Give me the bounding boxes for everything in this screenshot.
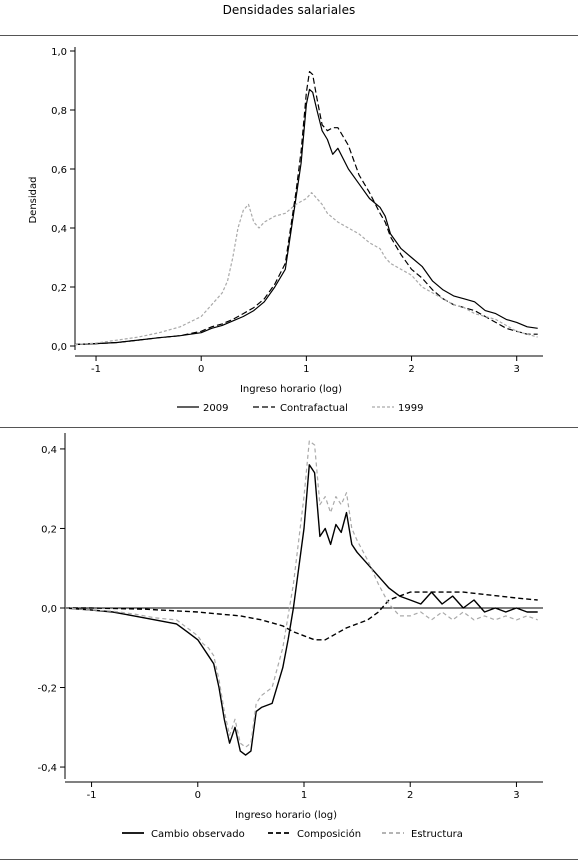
c1-y-tick-label: 0,8 bbox=[51, 106, 67, 117]
c2-y-tick-label: -0,2 bbox=[37, 684, 57, 695]
c2-series-cambio-observado bbox=[64, 464, 538, 756]
c2-x-tick-label: 3 bbox=[513, 790, 519, 801]
c1-y-tick-label: 0,4 bbox=[51, 224, 67, 235]
c1-y-tick-label: 0,6 bbox=[51, 165, 67, 176]
c1-x-tick-label: 3 bbox=[514, 364, 520, 375]
c1-x-tick-label: 2 bbox=[408, 364, 414, 375]
c2-y-tick-label: 0,4 bbox=[41, 445, 57, 456]
page-title: Densidades salariales bbox=[222, 3, 356, 17]
c2-series-composición bbox=[65, 591, 538, 641]
c1-y-tick-label: 0,0 bbox=[51, 342, 67, 353]
c1-y-tick-label: 1,0 bbox=[51, 47, 67, 58]
c1-legend-label: 1999 bbox=[398, 403, 423, 414]
c1-x-tick-label: 1 bbox=[303, 364, 309, 375]
c2-x-tick-label: 1 bbox=[301, 790, 307, 801]
c1-legend-label: 2009 bbox=[203, 403, 228, 414]
c1-x-axis-title: Ingreso horario (log) bbox=[240, 384, 342, 395]
c1-y-tick-label: 0,2 bbox=[51, 283, 67, 294]
c2-series-estructura bbox=[64, 440, 538, 748]
c2-y-tick-label: 0,0 bbox=[41, 604, 57, 615]
c1-legend-label: Contrafactual bbox=[280, 403, 348, 414]
c1-x-tick-label: -1 bbox=[91, 364, 101, 375]
c2-y-tick-label: 0,2 bbox=[41, 524, 57, 535]
middle-rule bbox=[0, 427, 578, 428]
c2-legend-label: Cambio observado bbox=[151, 829, 245, 840]
c1-series-1999 bbox=[74, 192, 538, 346]
c1-series-2009 bbox=[74, 88, 538, 346]
c2-legend-label: Estructura bbox=[411, 829, 463, 840]
c2-x-axis-title: Ingreso horario (log) bbox=[235, 810, 337, 821]
c2-y-tick-label: -0,4 bbox=[37, 763, 57, 774]
c2-x-tick-label: -1 bbox=[87, 790, 97, 801]
c2-x-tick-label: 0 bbox=[195, 790, 201, 801]
c1-y-axis-title: Densidad bbox=[28, 176, 39, 223]
c2-legend-label: Composición bbox=[297, 828, 361, 840]
c2-x-tick-label: 2 bbox=[407, 790, 413, 801]
top-rule bbox=[0, 35, 578, 36]
bottom-rule bbox=[0, 859, 578, 860]
c1-x-tick-label: 0 bbox=[198, 364, 204, 375]
